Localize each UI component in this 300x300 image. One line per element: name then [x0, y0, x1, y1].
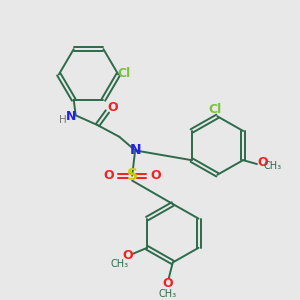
Text: Cl: Cl: [118, 67, 131, 80]
Text: S: S: [127, 168, 138, 183]
Text: O: O: [122, 249, 133, 262]
Text: O: O: [258, 156, 268, 169]
Text: O: O: [103, 169, 114, 182]
Text: N: N: [129, 143, 141, 158]
Text: CH₃: CH₃: [110, 260, 128, 269]
Text: O: O: [107, 101, 118, 114]
Text: CH₃: CH₃: [159, 289, 177, 298]
Text: N: N: [66, 110, 76, 123]
Text: Cl: Cl: [209, 103, 222, 116]
Text: O: O: [163, 278, 173, 290]
Text: H: H: [59, 115, 67, 125]
Text: O: O: [151, 169, 161, 182]
Text: CH₃: CH₃: [264, 161, 282, 171]
